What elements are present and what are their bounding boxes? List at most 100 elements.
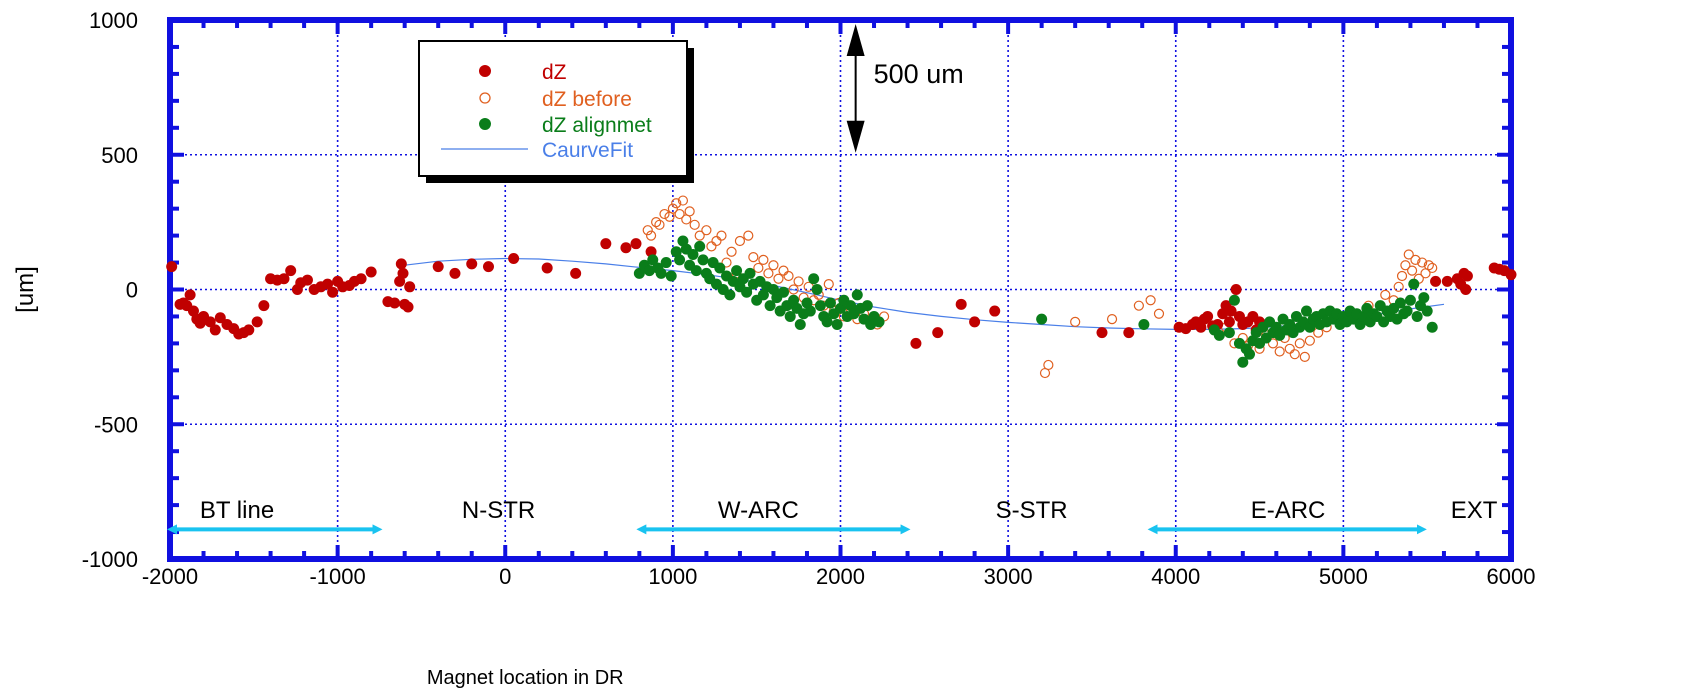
point-dz-before [793,276,804,287]
point-dz-alignmet [655,267,667,279]
point-dz-alignmet [861,300,873,312]
point-dz-alignmet [714,262,726,274]
point-dz-alignmet [1394,297,1406,309]
point-dz-before [1423,260,1434,271]
point-dz-alignmet [808,273,820,285]
point-dz [397,267,409,279]
point-dz-before [1380,289,1391,300]
point-dz [184,289,196,301]
point-dz-alignmet [821,316,833,328]
point-dz-alignmet [764,300,776,312]
point-dz [1505,269,1517,281]
point-dz [1230,284,1242,295]
x-tick-label: 4000 [1151,564,1200,589]
point-dz [969,316,981,328]
point-dz-alignmet [784,310,796,322]
point-dz [932,327,944,339]
x-tick-label: -2000 [142,564,198,589]
legend-label-curvefit: CaurveFit [542,139,633,162]
point-dz [278,273,290,285]
point-dz-alignmet [814,300,826,312]
point-dz [322,278,334,290]
point-dz [508,253,520,265]
point-dz-before [1145,295,1156,306]
point-dz-alignmet [1223,327,1235,339]
point-dz-before [706,241,717,252]
point-dz-before [689,219,700,230]
legend-label-dz-alignmet: dZ alignmet [542,114,652,137]
point-dz-before [753,262,764,274]
point-dz-before [1400,260,1411,271]
point-dz-alignmet [1404,294,1416,306]
point-dz [910,337,922,349]
point-dz [301,274,313,286]
point-dz-before [1274,346,1285,357]
point-dz-before [1304,335,1315,346]
point-dz-alignmet [643,265,655,277]
point-dz [482,261,494,273]
legend-marker-dz-alignmet [479,118,491,130]
point-dz-before [1393,281,1404,292]
point-dz [1461,270,1473,282]
y-tick-label: -500 [94,412,138,437]
point-dz-alignmet [1138,319,1150,331]
point-dz [630,238,642,250]
point-dz [466,258,478,270]
point-dz [258,300,270,312]
region-label: S-STR [996,497,1068,524]
point-dz [243,324,255,336]
x-tick-label: 5000 [1319,564,1368,589]
point-dz-before [743,230,754,241]
point-dz [1225,305,1237,317]
point-dz [166,261,178,273]
point-dz-alignmet [744,267,756,279]
point-dz [432,261,444,273]
point-dz-alignmet [778,286,790,298]
point-dz-before [677,195,689,206]
point-dz-alignmet [824,297,836,309]
point-dz-before [1070,316,1081,327]
point-dz-alignmet [831,319,843,331]
series-dz-before [642,195,1438,379]
point-dz-before [645,230,657,241]
point-dz-before [1133,300,1144,311]
point-dz-before [721,257,732,268]
point-dz-before [1267,338,1279,349]
region-annotations: BT line N-STR W-ARC S-STR E-ARC EXT [167,497,1498,535]
point-dz-alignmet [873,316,885,328]
y-axis-title: [um] [12,266,39,313]
point-dz-before [1410,254,1421,265]
point-dz [1430,275,1442,287]
series-dz [166,238,1517,349]
point-dz-before [748,252,759,263]
point-dz-alignmet [633,267,645,279]
point-dz-before [701,225,712,236]
point-dz-before [773,273,784,284]
region-label: E-ARC [1251,497,1326,524]
point-dz [1223,316,1235,328]
point-dz-alignmet [665,270,677,282]
point-dz-before [734,235,746,247]
point-dz [214,312,226,324]
legend-label-dz-before: dZ before [542,88,632,111]
point-dz [365,266,377,278]
point-dz-alignmet [804,305,816,317]
point-dz [600,238,612,250]
legend-marker-dz [479,65,491,77]
point-dz-before [823,279,834,290]
region-label: BT line [200,497,274,524]
point-dz-alignmet [741,286,753,298]
point-dz-before [694,230,705,241]
point-dz-before [651,217,662,228]
point-dz [955,298,967,310]
region-label: W-ARC [718,497,799,524]
point-dz-before [783,270,794,282]
point-dz-before [1396,270,1408,282]
grid-lines [170,20,1511,559]
point-dz [989,305,1001,317]
point-dz-before [684,206,695,217]
point-dz-before [654,219,665,230]
point-dz-alignmet [694,240,706,252]
legend-label-dz: dZ [542,61,567,84]
